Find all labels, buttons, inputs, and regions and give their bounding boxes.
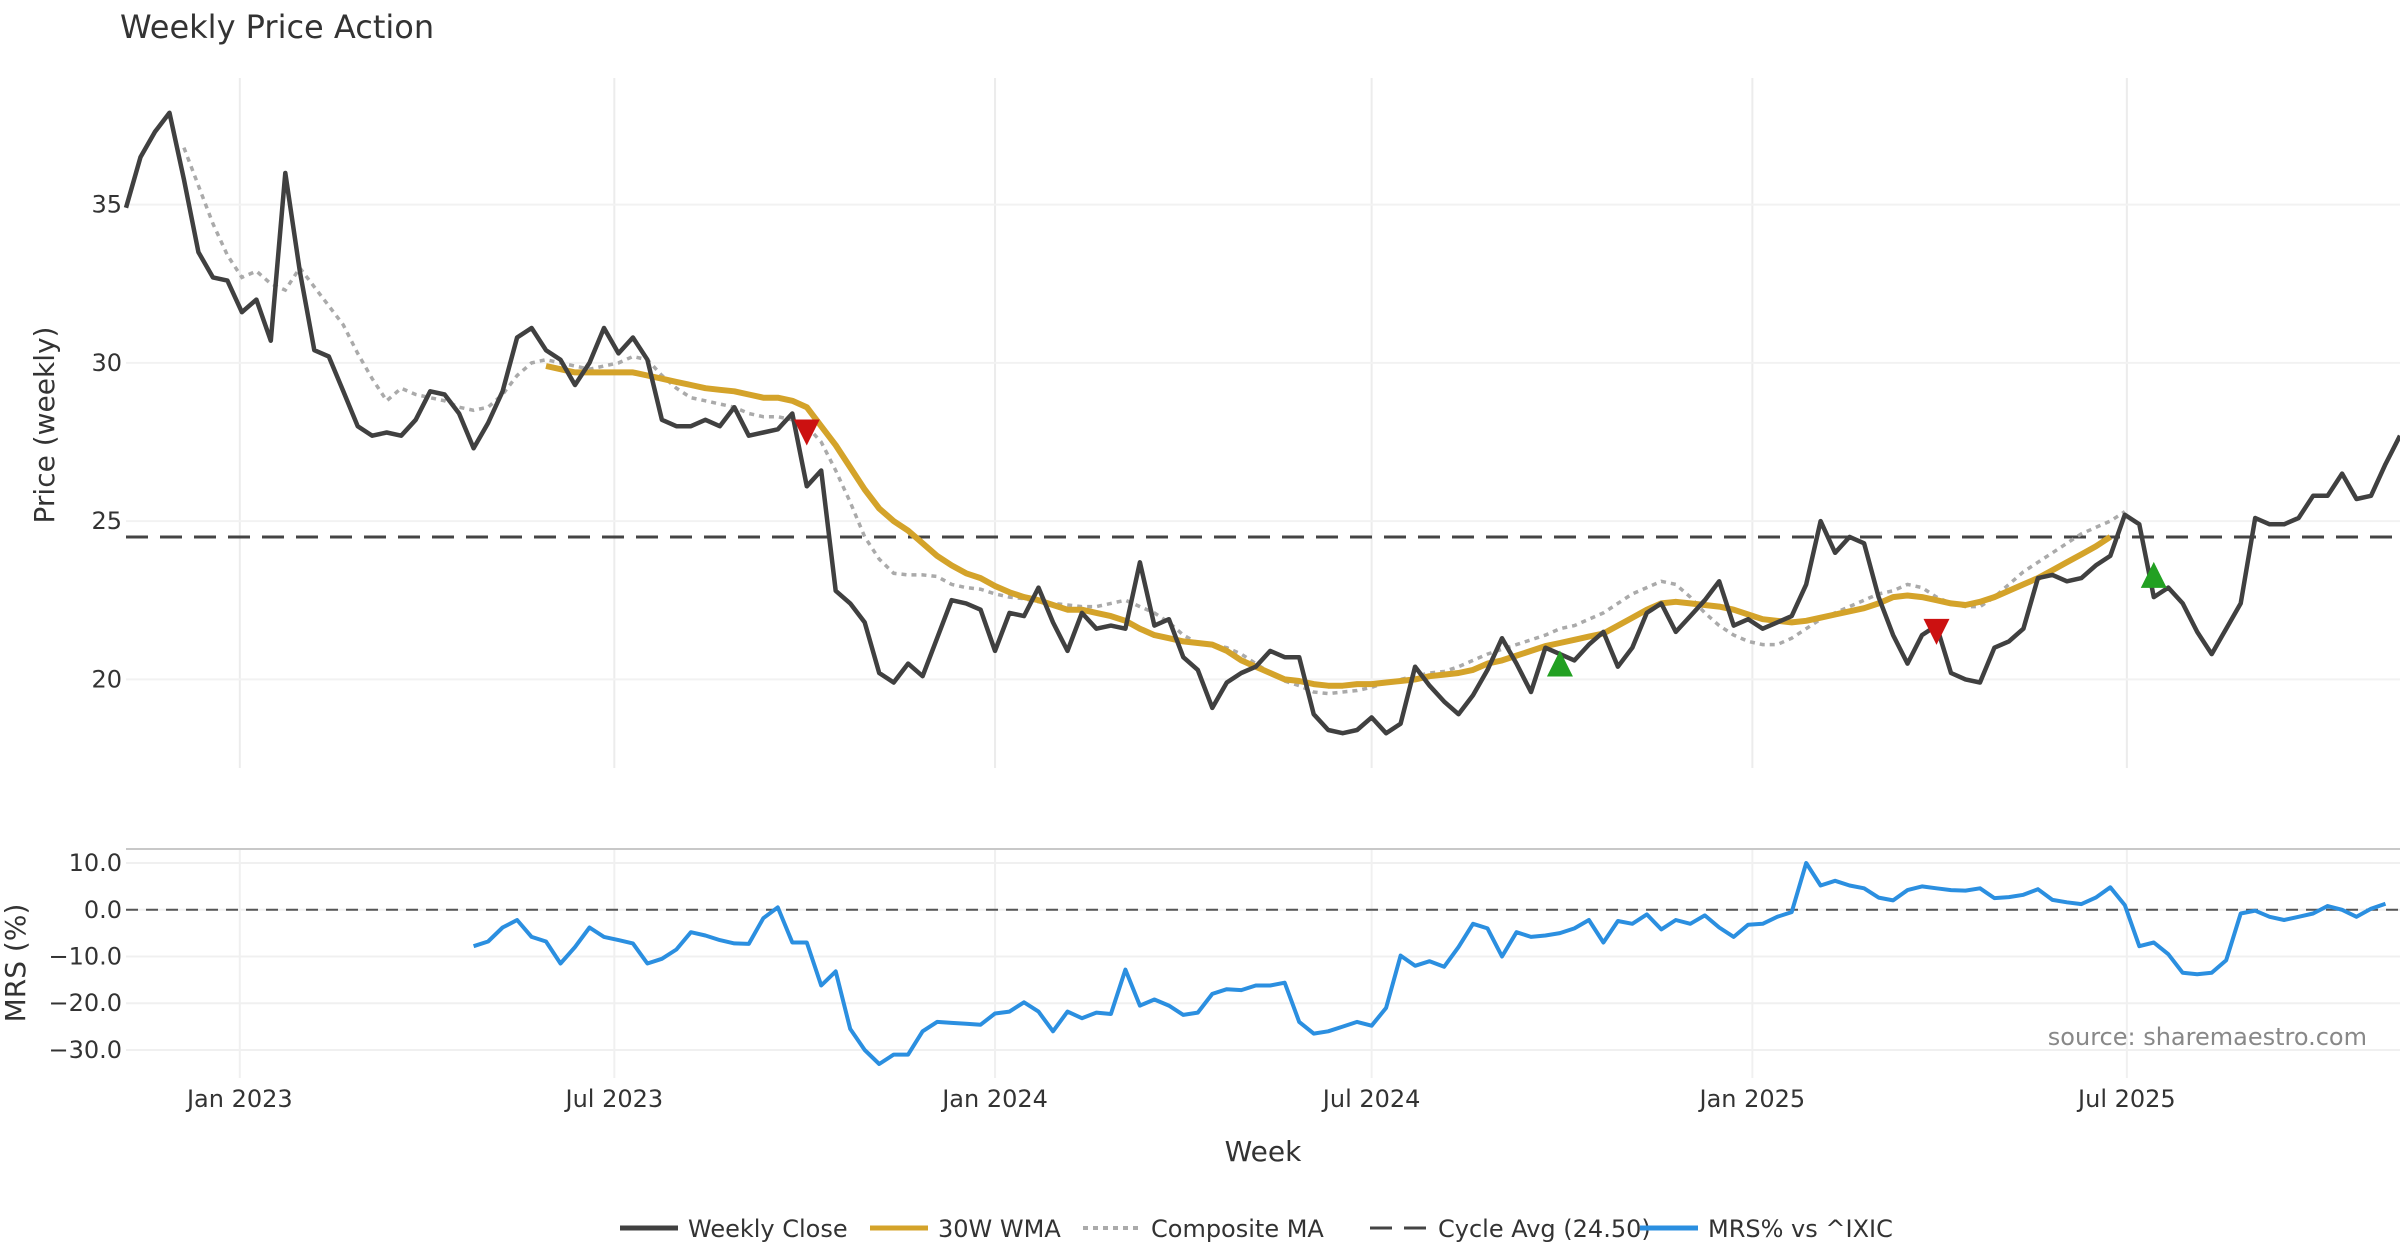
week-axis-label: Week	[1225, 1135, 1302, 1168]
buy-marker	[2140, 561, 2167, 588]
signal-markers	[793, 419, 2167, 677]
legend-label: 30W WMA	[938, 1215, 1061, 1243]
sell-marker	[1923, 618, 1950, 645]
mrs-tick-label: 0.0	[84, 896, 122, 924]
mrs-tick-label: −30.0	[48, 1036, 122, 1064]
x-tick-label: Jan 2025	[1698, 1085, 1806, 1113]
sell-marker	[793, 419, 820, 446]
wma-30w-line	[545, 363, 2112, 689]
price-tick-label: 35	[91, 191, 122, 219]
legend-label: MRS% vs ^IXIC	[1708, 1215, 1893, 1243]
source-annotation: source: sharemaestro.com	[2048, 1023, 2367, 1051]
x-tick-label: Jan 2024	[940, 1085, 1048, 1113]
mrs-axis-label: MRS (%)	[0, 904, 32, 1023]
legend-label: Weekly Close	[688, 1215, 848, 1243]
legend-label: Cycle Avg (24.50)	[1438, 1215, 1651, 1243]
chart-title: Weekly Price Action	[120, 8, 434, 46]
legend: Weekly Close 30W WMA Composite MA Cycle Avg…	[620, 1215, 1893, 1243]
x-tick-label: Jan 2023	[185, 1085, 293, 1113]
top-grid	[126, 78, 2400, 768]
price-axis-label: Price (weekly)	[28, 327, 61, 524]
mrs-tick-labels: 10.0 0.0 −10.0 −20.0 −30.0	[48, 849, 122, 1064]
mrs-line	[472, 861, 2387, 1066]
buy-marker	[1546, 650, 1573, 677]
weekly-close-line	[123, 110, 2400, 736]
price-tick-labels: 20 25 30 35	[91, 191, 122, 694]
date-tick-labels: Jan 2023 Jul 2023 Jan 2024 Jul 2024 Jan 2025…	[185, 1085, 2176, 1113]
price-tick-label: 25	[91, 507, 122, 535]
mrs-tick-label: −20.0	[48, 989, 122, 1017]
legend-label: Composite MA	[1151, 1215, 1324, 1243]
x-tick-label: Jul 2024	[1321, 1085, 1421, 1113]
price-tick-label: 20	[91, 665, 122, 693]
mrs-tick-label: 10.0	[69, 849, 122, 877]
x-tick-label: Jul 2023	[563, 1085, 663, 1113]
mrs-tick-label: −10.0	[48, 942, 122, 970]
price-tick-label: 30	[91, 349, 122, 377]
bottom-grid	[126, 849, 2400, 1078]
composite-ma-line	[182, 146, 2126, 696]
x-tick-label: Jul 2025	[2076, 1085, 2176, 1113]
